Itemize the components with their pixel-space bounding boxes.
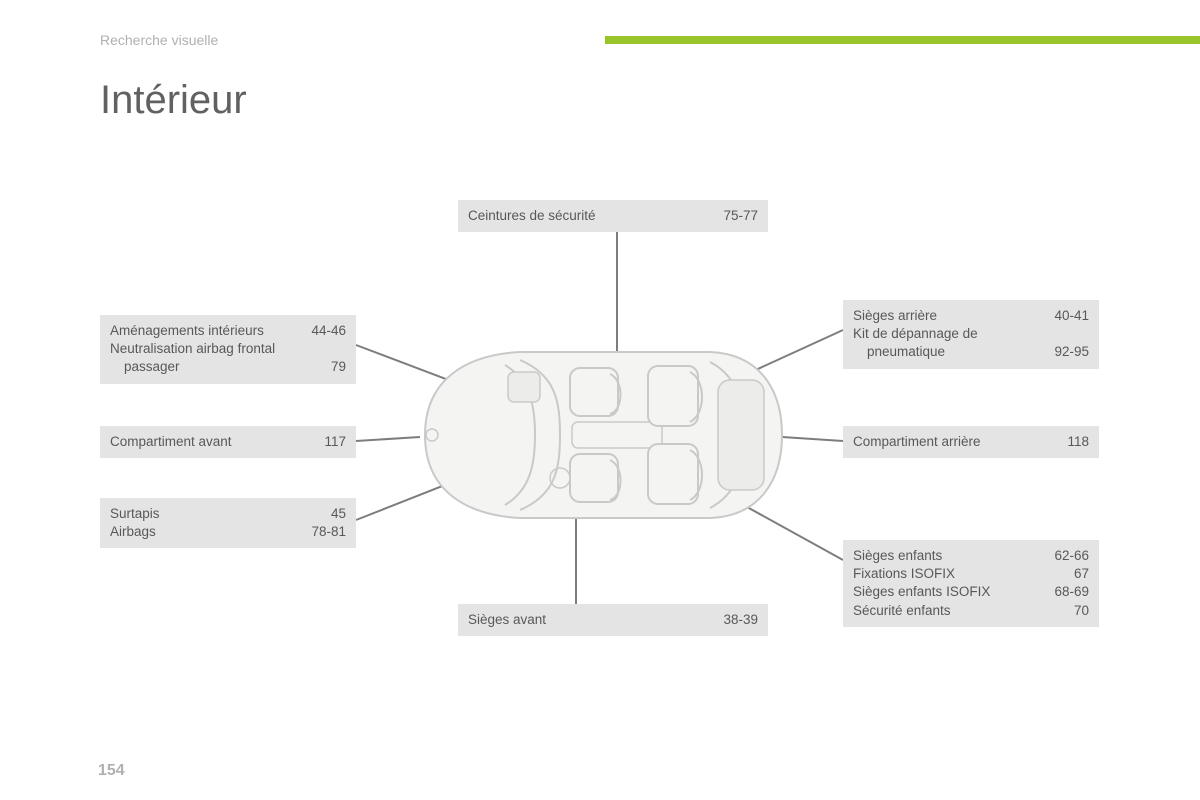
page-number: 154	[98, 762, 125, 780]
label-pages: 38-39	[708, 611, 758, 629]
breadcrumb: Recherche visuelle	[100, 32, 218, 48]
label-row: Sièges arrière 40-41	[853, 307, 1089, 325]
label-row: Sièges avant 38-39	[468, 611, 758, 629]
accent-bar	[605, 36, 1200, 44]
label-row: pneumatique 92-95	[853, 343, 1089, 361]
label-row: Fixations ISOFIX 67	[853, 565, 1089, 583]
label-text: Sièges enfants	[853, 547, 1021, 565]
label-pages: 70	[1039, 602, 1089, 620]
label-text: passager	[110, 358, 278, 376]
label-row: passager 79	[110, 358, 346, 376]
label-pages: 44-46	[296, 322, 346, 340]
label-text: Surtapis	[110, 505, 278, 523]
label-row: Ceintures de sécurité 75-77	[468, 207, 758, 225]
label-right_2: Compartiment arrière 118	[843, 426, 1099, 458]
label-row: Sécurité enfants 70	[853, 602, 1089, 620]
label-text: Sièges arrière	[853, 307, 1021, 325]
label-text: Compartiment avant	[110, 433, 278, 451]
label-pages: 78-81	[296, 523, 346, 541]
label-row: Neutralisation airbag frontal	[110, 340, 346, 358]
label-row: Compartiment arrière 118	[853, 433, 1089, 451]
label-text: pneumatique	[853, 343, 1021, 361]
label-text: Compartiment arrière	[853, 433, 1021, 451]
label-pages: 68-69	[1039, 583, 1089, 601]
label-pages: 40-41	[1039, 307, 1089, 325]
label-pages: 45	[296, 505, 346, 523]
label-text: Sécurité enfants	[853, 602, 1021, 620]
label-pages: 92-95	[1039, 343, 1089, 361]
label-left_1: Aménagements intérieurs 44-46 Neutralisati…	[100, 315, 356, 384]
label-text: Airbags	[110, 523, 278, 541]
label-pages: 67	[1039, 565, 1089, 583]
label-left_3: Surtapis 45 Airbags 78-81	[100, 498, 356, 548]
label-text: Aménagements intérieurs	[110, 322, 278, 340]
label-row: Airbags 78-81	[110, 523, 346, 541]
car-topview-illustration	[410, 340, 790, 530]
label-bottom_center: Sièges avant 38-39	[458, 604, 768, 636]
leader-right_2	[782, 437, 843, 441]
page-root: Recherche visuelle Intérieur 154	[0, 0, 1200, 800]
label-row: Sièges enfants 62-66	[853, 547, 1089, 565]
label-pages: 62-66	[1039, 547, 1089, 565]
label-text: Sièges avant	[468, 611, 690, 629]
label-pages: 75-77	[708, 207, 758, 225]
label-row: Sièges enfants ISOFIX 68-69	[853, 583, 1089, 601]
label-text: Neutralisation airbag frontal	[110, 340, 278, 358]
label-text: Fixations ISOFIX	[853, 565, 1021, 583]
label-text: Ceintures de sécurité	[468, 207, 690, 225]
label-pages: 79	[296, 358, 346, 376]
label-row: Aménagements intérieurs 44-46	[110, 322, 346, 340]
label-text: Kit de dépannage de	[853, 325, 1021, 343]
label-pages: 118	[1039, 433, 1089, 451]
label-row: Compartiment avant 117	[110, 433, 346, 451]
page-title: Intérieur	[100, 78, 247, 123]
label-row: Surtapis 45	[110, 505, 346, 523]
label-pages: 117	[296, 433, 346, 451]
label-left_2: Compartiment avant 117	[100, 426, 356, 458]
label-right_3: Sièges enfants62-66Fixations ISOFIX67Siè…	[843, 540, 1099, 627]
label-right_1: Sièges arrière 40-41 Kit de dépannage depn…	[843, 300, 1099, 369]
label-text: Sièges enfants ISOFIX	[853, 583, 1021, 601]
label-top_center: Ceintures de sécurité 75-77	[458, 200, 768, 232]
label-row: Kit de dépannage de	[853, 325, 1089, 343]
